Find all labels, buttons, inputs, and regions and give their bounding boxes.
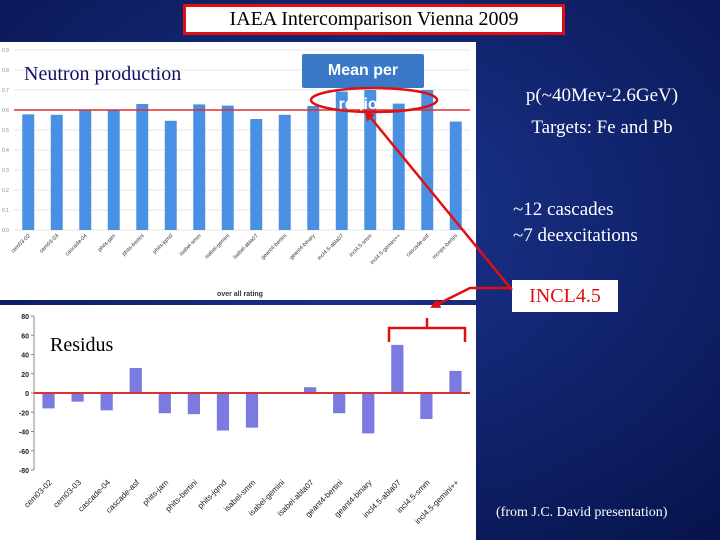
x-tick-label: cascade-04 <box>64 233 88 257</box>
bar <box>335 91 348 230</box>
y-tick-label: -80 <box>19 468 29 475</box>
bar <box>392 103 405 230</box>
x-tick-label: cascade-asf <box>405 233 431 259</box>
bar <box>333 393 346 414</box>
bar <box>50 114 63 230</box>
x-tick-label: incl4.5-smm <box>348 233 373 258</box>
bar <box>221 105 234 230</box>
bar <box>164 120 177 230</box>
y-tick-label: 0.8 <box>2 68 9 74</box>
bar <box>449 370 462 393</box>
bar <box>129 367 142 393</box>
bar <box>193 104 206 230</box>
x-tick-label: phits-jam <box>97 233 117 253</box>
y-tick-label: 0.4 <box>2 148 9 154</box>
x-tick-label: cem03-03 <box>39 233 61 255</box>
x-axis-label: over all rating <box>217 291 263 298</box>
y-tick-label: 0.7 <box>2 88 9 94</box>
bar <box>391 344 404 393</box>
x-tick-label: mcnpx-bertini <box>432 233 460 261</box>
x-tick-label: cem03-02 <box>22 478 54 510</box>
bar <box>107 110 120 230</box>
y-tick-label: 0.6 <box>2 108 9 114</box>
bar <box>250 119 263 230</box>
y-tick-label: 40 <box>21 353 29 360</box>
bar <box>22 114 35 230</box>
y-tick-label: 0.5 <box>2 128 9 134</box>
x-tick-label: geant4-binary <box>289 233 317 261</box>
bar <box>362 393 375 434</box>
projectile-energy-text: p(~40Mev-2.6GeV) <box>525 85 679 106</box>
x-tick-label: phits-bertini <box>121 233 145 257</box>
bar <box>136 104 149 230</box>
neutron-production-label: Neutron production <box>24 63 182 85</box>
x-tick-label: phits-jam <box>141 478 171 508</box>
bar <box>100 393 113 411</box>
bar <box>278 114 291 230</box>
x-tick-label: incl4.5-abla07 <box>317 233 345 261</box>
x-tick-label: geant4-bertini <box>260 233 288 261</box>
x-tick-label: isabel-gemini <box>204 233 231 260</box>
y-tick-label: 80 <box>21 314 29 321</box>
bar <box>420 393 433 419</box>
bar <box>304 387 317 393</box>
bar <box>421 90 434 230</box>
y-tick-label: 60 <box>21 333 29 340</box>
y-tick-label: 0.9 <box>2 48 9 54</box>
incl45-highlight-box: INCL4.5 <box>512 280 618 312</box>
x-tick-label: incl4.5-gemini++ <box>369 233 402 266</box>
bar <box>158 393 171 414</box>
bar <box>42 393 55 409</box>
residus-chart-panel: -80 -60 -40 -20 0 20 40 60 80 cem03-02 cem03-03 cas… <box>0 305 476 540</box>
bar <box>307 106 320 230</box>
y-tick-label: -20 <box>19 410 29 417</box>
y-tick-label: 0 <box>25 391 29 398</box>
y-tick-label: 0.0 <box>2 228 9 234</box>
bar <box>449 121 462 230</box>
x-tick-label: cem03-02 <box>10 233 32 255</box>
x-tick-label: phits-jqmd <box>152 233 174 255</box>
x-tick-label: isabel-abla07 <box>232 233 259 260</box>
cascades-count-text: ~12 cascades <box>513 199 614 220</box>
bar <box>71 393 84 402</box>
residus-label: Residus <box>50 334 114 356</box>
y-tick-label: -40 <box>19 430 29 437</box>
y-tick-label: 0.3 <box>2 168 9 174</box>
residus-chart: -80-60-40-20020406080cem03-02cem03-03cas… <box>19 314 470 526</box>
bar <box>79 109 92 230</box>
credit-text: (from J.C. David presentation) <box>496 505 668 520</box>
deexcitations-count-text: ~7 deexcitations <box>513 225 638 246</box>
mean-per-region-badge: Mean per region <box>302 54 424 113</box>
y-tick-label: 0.1 <box>2 208 9 214</box>
bar <box>245 393 259 428</box>
slide-title: IAEA Intercomparison Vienna 2009 <box>183 4 565 35</box>
y-tick-label: 20 <box>21 372 29 379</box>
bar <box>216 393 230 431</box>
targets-text: Targets: Fe and Pb <box>531 117 673 138</box>
bar <box>187 393 200 415</box>
y-tick-label: 0.2 <box>2 188 9 194</box>
y-tick-label: -60 <box>19 449 29 456</box>
x-tick-label: isabel-smm <box>179 233 203 257</box>
